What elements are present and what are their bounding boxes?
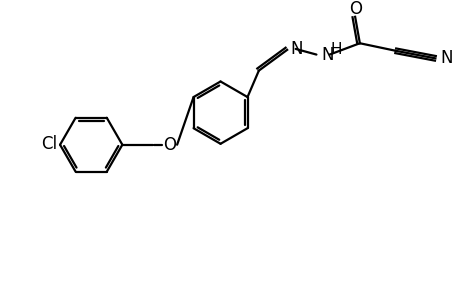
Text: N: N	[320, 46, 333, 64]
Text: N: N	[439, 49, 452, 67]
Text: O: O	[349, 0, 362, 18]
Text: H: H	[330, 42, 341, 57]
Text: N: N	[289, 40, 302, 58]
Text: Cl: Cl	[41, 135, 57, 153]
Text: O: O	[162, 136, 176, 154]
